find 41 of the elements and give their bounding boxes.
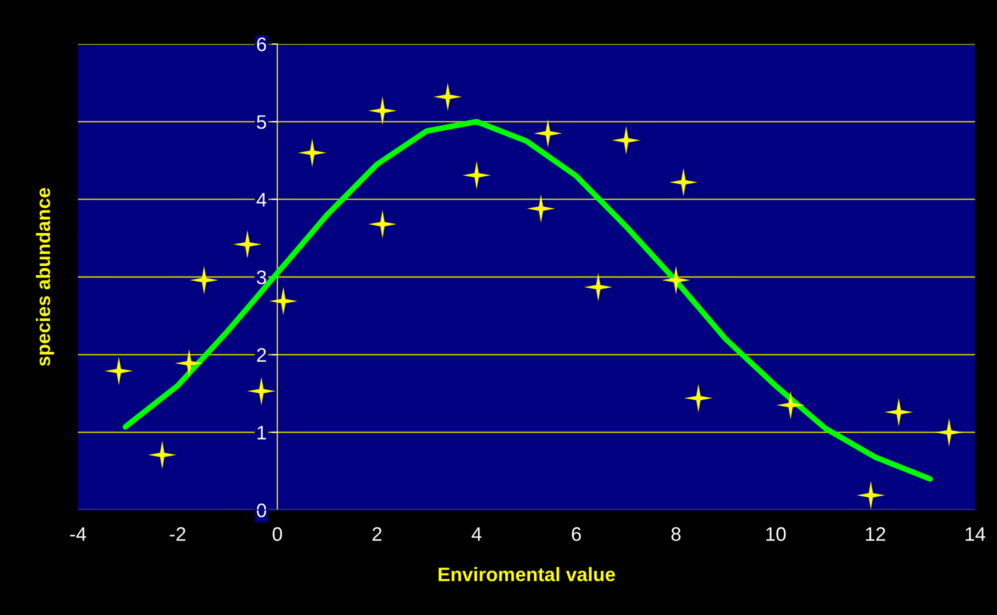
x-tick-label: 6 — [572, 527, 581, 541]
point — [174, 348, 204, 378]
point — [776, 390, 805, 420]
x-tick-label: 4 — [472, 527, 482, 541]
point — [612, 126, 640, 155]
point — [247, 376, 276, 406]
point — [148, 440, 176, 470]
point — [534, 119, 562, 148]
point — [884, 398, 913, 426]
y-tick-label: 6 — [257, 37, 266, 52]
y-tick-label: 4 — [256, 193, 266, 206]
y-tick-label: 5 — [256, 115, 266, 129]
x-tick-label: 10 — [766, 527, 786, 541]
x-tick-label: -2 — [170, 527, 186, 541]
point — [856, 481, 886, 510]
point — [233, 230, 262, 259]
point — [368, 96, 397, 126]
x-tick-label: 2 — [372, 527, 382, 541]
y-tick-label: 1 — [258, 426, 266, 440]
point — [526, 194, 556, 223]
x-axis-title: Enviromental value — [438, 567, 615, 582]
point — [298, 138, 326, 167]
x-tick-label: -4 — [70, 527, 86, 541]
point — [462, 161, 491, 190]
y-axis-title: species abundance — [36, 188, 54, 366]
point — [190, 266, 218, 294]
x-tick-label: 14 — [966, 527, 986, 541]
point — [934, 418, 964, 447]
point — [584, 272, 612, 302]
point — [669, 168, 698, 196]
x-tick-label: 12 — [866, 527, 886, 541]
point — [684, 384, 713, 412]
x-tick-label: 8 — [671, 527, 681, 541]
point — [104, 356, 134, 386]
point — [269, 286, 298, 316]
point — [368, 210, 397, 238]
y-tick-label: 2 — [257, 348, 266, 362]
x-tick-label: 0 — [272, 527, 282, 541]
y-tick-label: 3 — [256, 270, 266, 284]
point — [662, 266, 690, 294]
point — [434, 82, 462, 112]
